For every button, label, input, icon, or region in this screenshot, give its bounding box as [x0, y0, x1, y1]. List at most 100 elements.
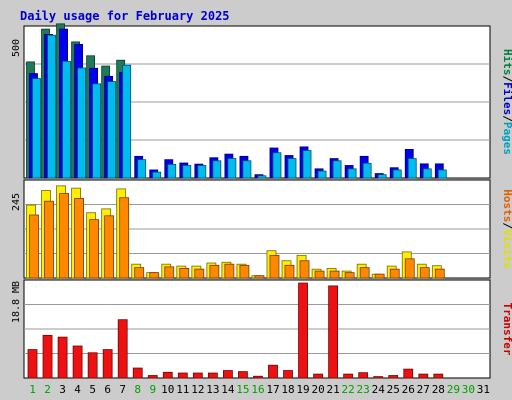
panel-vh-ymax-label: 245: [11, 193, 22, 211]
bar-vh-hosts-day-3: [59, 193, 69, 279]
panel-hfp-side-label-part-3: /: [501, 115, 512, 122]
bar-vh-hosts-day-18: [284, 264, 295, 279]
day-label-19: 19: [296, 383, 309, 396]
bar-hfp-pages-day-4: [77, 67, 86, 179]
day-label-7: 7: [119, 383, 126, 396]
bar-hfp-pages-day-17: [272, 152, 282, 179]
bar-hfp-pages-day-3: [62, 60, 71, 179]
bar-vh-hosts-day-14: [224, 263, 235, 279]
panel-kb-ymax-label: 18.8 MB: [11, 281, 22, 323]
panel-hfp-side-label-part-1: /: [501, 76, 512, 83]
panel-vh: 245 Hosts/Visits: [11, 179, 512, 279]
day-label-24: 24: [372, 383, 386, 396]
bar-vh-hosts-day-28: [434, 268, 445, 279]
bar-kb-transfer-day-8: [132, 367, 143, 379]
day-label-13: 13: [206, 383, 219, 396]
day-label-28: 28: [432, 383, 445, 396]
panel-kb: 18.8 MB Transfer: [11, 279, 512, 379]
bar-kb-transfer-day-18: [283, 370, 293, 379]
bar-hfp-pages-day-12: [197, 165, 207, 179]
day-label-30: 30: [462, 383, 475, 396]
bar-vh-hosts-day-5: [89, 219, 100, 279]
day-label-3: 3: [59, 383, 66, 396]
panel-hfp-side-label-part-2: Files: [501, 82, 512, 115]
bar-hfp-pages-day-8: [137, 159, 147, 179]
bar-vh-hosts-day-24: [374, 273, 385, 279]
bar-hfp-pages-day-28: [437, 169, 447, 179]
day-label-9: 9: [149, 383, 156, 396]
bar-vh-hosts-day-17: [269, 254, 280, 279]
bar-vh-hosts-day-11: [179, 267, 190, 279]
panel-kb-side-label: Transfer: [501, 303, 512, 356]
panel-vh-side-label: Hosts/Visits: [501, 189, 512, 269]
bar-hfp-pages-day-1: [32, 78, 41, 179]
panel-hfp-ymax-label: 500: [11, 39, 22, 57]
bar-kb-transfer-day-13: [207, 372, 218, 379]
bar-hfp-pages-day-10: [167, 163, 177, 179]
bar-hfp-pages-day-14: [227, 158, 237, 179]
bar-kb-transfer-day-23: [358, 372, 369, 379]
day-label-15: 15: [236, 383, 249, 396]
bar-vh-hosts-day-13: [209, 264, 220, 279]
bar-kb-transfer-day-12: [192, 372, 203, 379]
bar-vh-hosts-day-6: [104, 215, 115, 279]
day-label-27: 27: [417, 383, 430, 396]
bar-hfp-pages-day-13: [212, 160, 222, 179]
bar-hfp-pages-day-6: [107, 81, 117, 179]
bar-hfp-pages-day-25: [392, 169, 402, 179]
bar-kb-transfer-day-1: [27, 349, 38, 379]
bar-kb-transfer-day-6: [102, 349, 113, 379]
bar-hfp-pages-day-27: [422, 168, 432, 179]
bar-kb-transfer-day-7: [117, 319, 128, 379]
day-label-21: 21: [326, 383, 339, 396]
day-label-8: 8: [134, 383, 141, 396]
bar-hfp-pages-day-5: [92, 83, 102, 179]
bar-kb-transfer-day-26: [403, 368, 414, 379]
bar-kb-transfer-day-16: [253, 375, 263, 379]
bar-hfp-pages-day-16: [257, 175, 267, 179]
bar-kb-transfer-day-19: [298, 282, 308, 379]
bar-hfp-pages-day-23: [362, 162, 372, 179]
panel-vh-side-label-part-1: /: [501, 222, 512, 229]
bar-kb-transfer-day-28: [433, 373, 444, 379]
bar-kb-transfer-day-11: [177, 372, 188, 379]
bar-hfp-pages-day-7: [122, 64, 132, 179]
bar-kb-transfer-day-22: [343, 373, 354, 379]
day-label-23: 23: [357, 383, 370, 396]
bar-hfp-pages-day-9: [152, 171, 162, 179]
bar-vh-hosts-day-20: [314, 270, 325, 279]
bar-vh-hosts-day-16: [254, 275, 265, 279]
bar-vh-hosts-day-9: [149, 272, 160, 279]
bar-kb-transfer-day-14: [223, 370, 233, 379]
day-label-20: 20: [311, 383, 324, 396]
day-label-10: 10: [161, 383, 174, 396]
bar-hfp-pages-day-22: [347, 168, 357, 179]
bar-kb-transfer-day-5: [87, 352, 98, 379]
bar-hfp-pages-day-18: [287, 158, 297, 179]
bar-hfp-pages-day-26: [407, 158, 417, 179]
bar-hfp-pages-day-20: [317, 170, 327, 179]
day-labels: 1 2 3 4 5 6 7 8 9 10 11 12 13 14 15 16 17 18 19 20 21 22 23 24 2…: [29, 383, 490, 396]
day-label-17: 17: [266, 383, 279, 396]
day-label-5: 5: [89, 383, 96, 396]
day-label-22: 22: [342, 383, 355, 396]
day-label-12: 12: [191, 383, 204, 396]
bar-kb-transfer-day-4: [72, 345, 83, 379]
bar-hfp-pages-day-19: [302, 150, 312, 179]
bar-kb-transfer-day-25: [388, 375, 399, 379]
bar-vh-hosts-day-21: [329, 270, 340, 279]
bar-kb-transfer-day-3: [57, 336, 68, 379]
panel-kb-side-label-part-0: Transfer: [501, 303, 512, 356]
day-label-6: 6: [104, 383, 111, 396]
bar-vh-hosts-day-22: [344, 272, 355, 279]
bar-kb-transfer-day-24: [373, 376, 384, 379]
bar-kb-transfer-day-20: [313, 373, 323, 379]
day-label-25: 25: [387, 383, 400, 396]
bar-kb-transfer-day-9: [147, 375, 158, 379]
day-label-1: 1: [29, 383, 36, 396]
day-label-4: 4: [74, 383, 81, 396]
day-label-2: 2: [44, 383, 51, 396]
